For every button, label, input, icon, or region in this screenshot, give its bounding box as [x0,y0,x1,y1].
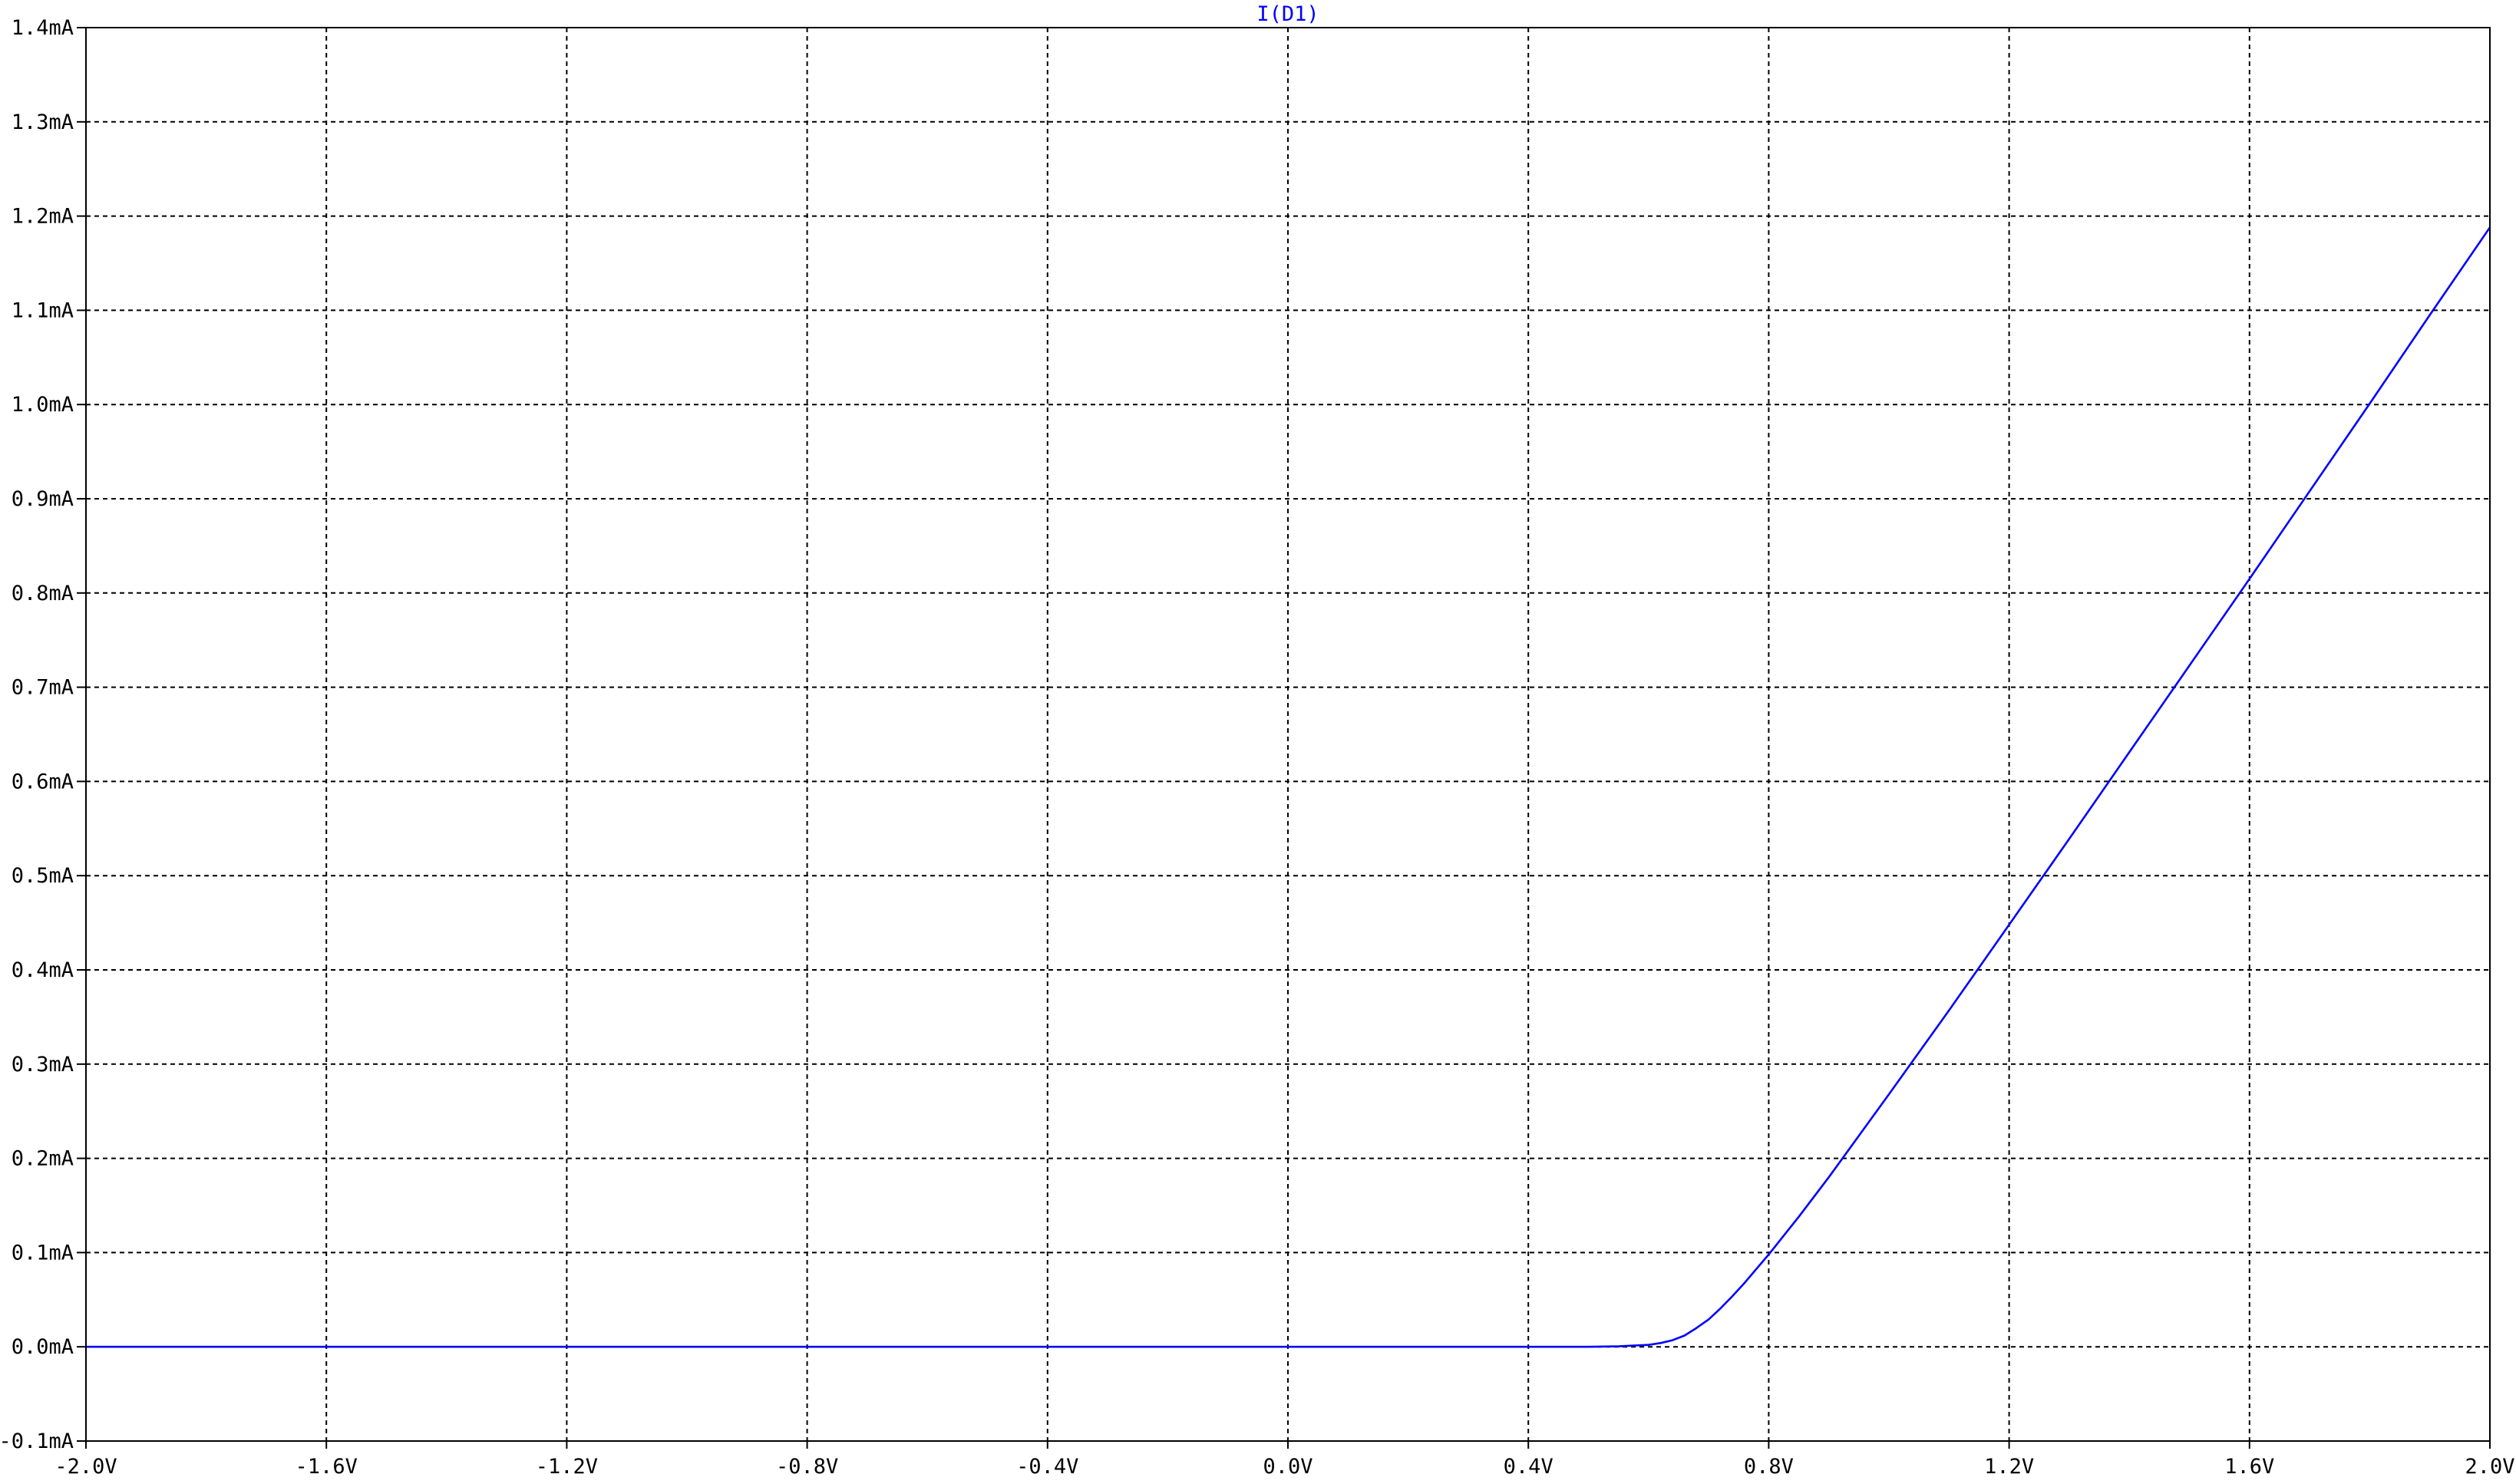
trace-layer [86,226,2491,1348]
y-tick-label: 1.2mA [12,205,74,229]
y-tick-label: 0.5mA [12,864,74,888]
y-tick-label: 1.4mA [12,16,74,40]
y-tick-label: 1.1mA [12,298,74,322]
y-tick-label: 0.8mA [12,582,74,605]
y-tick-label: -0.1mA [0,1430,74,1453]
y-tick-label: 0.9mA [12,487,74,511]
x-tick-label: 0.4V [1504,1455,1554,1479]
y-tick-label: 0.4mA [12,958,74,982]
x-tick-label: -0.4V [1016,1455,1078,1479]
x-tick-label: 0.8V [1744,1455,1794,1479]
x-tick-label: -0.8V [776,1455,838,1479]
y-tick-label: 1.0mA [12,393,74,417]
x-tick-label: -2.0V [54,1455,117,1479]
y-tick-label: 1.3mA [12,110,74,134]
x-tick-label: 1.6V [2224,1455,2274,1479]
trace-line-i-d1 [86,226,2491,1348]
y-tick-label: 0.2mA [12,1147,74,1171]
y-tick-label: 0.7mA [12,676,74,700]
x-tick-label: -1.2V [536,1455,598,1479]
plot-frame [85,27,2491,1442]
x-tick-label: 0.0V [1263,1455,1312,1479]
y-tick-label: 0.1mA [12,1241,74,1265]
y-tick-label: 0.0mA [12,1335,74,1359]
x-tick-label: -1.6V [296,1455,358,1479]
trace-title[interactable]: I(D1) [1256,2,1319,26]
y-tick-label: 0.6mA [12,770,74,793]
tick-layer: -2.0V -1.6V -1.2V -0.8V -0.4V 0.0V 0.4V 0.8V 1.2… [0,16,2515,1479]
y-tick-label: 0.3mA [12,1053,74,1077]
x-tick-label: 1.2V [1984,1455,2034,1479]
x-tick-label: 2.0V [2465,1455,2514,1479]
